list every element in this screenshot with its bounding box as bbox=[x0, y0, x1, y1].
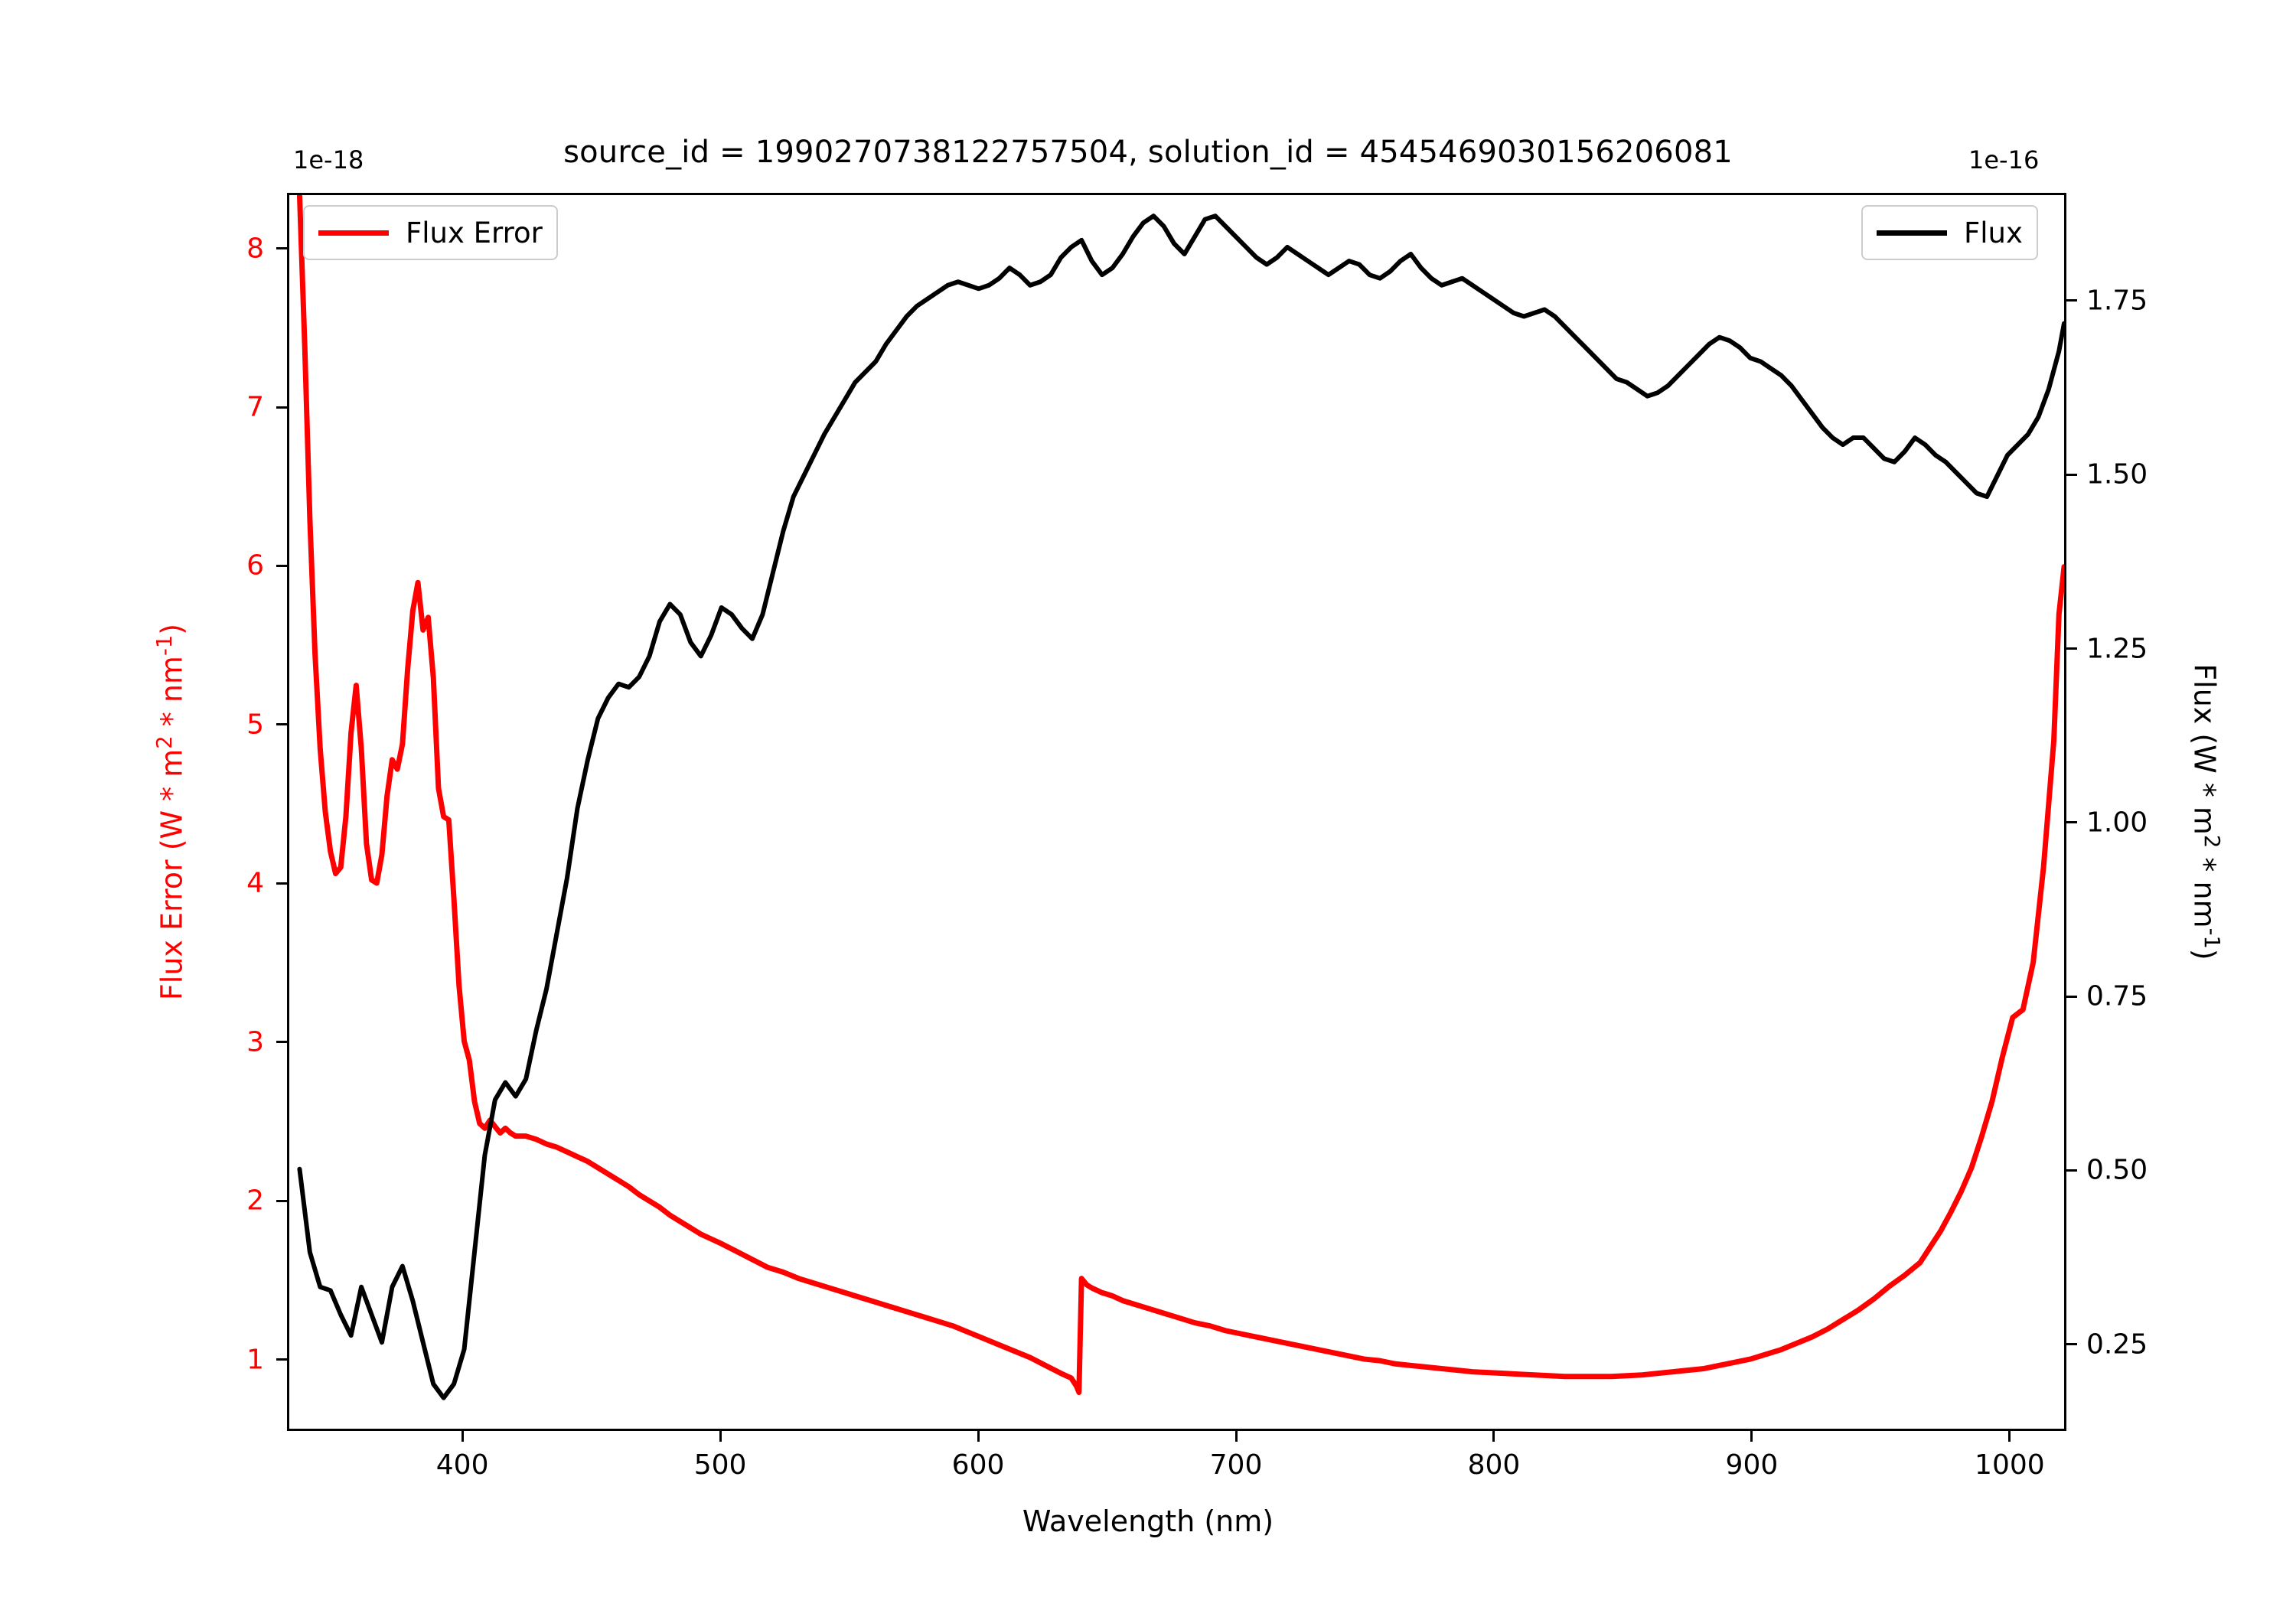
right-axis-offset-label: 1e-16 bbox=[1968, 145, 2040, 174]
plot-area bbox=[287, 193, 2066, 1431]
left-y-tick-mark bbox=[276, 1041, 287, 1044]
left-y-axis-label-prefix: Flux Error (W * m bbox=[155, 748, 189, 1001]
right-y-tick-mark bbox=[2066, 1169, 2077, 1172]
left-y-axis-label-sup1: 2 bbox=[153, 735, 177, 749]
right-y-tick-label: 1.75 bbox=[2086, 285, 2148, 317]
x-tick-label: 800 bbox=[1467, 1449, 1521, 1481]
legend-label-flux: Flux bbox=[1964, 216, 2023, 249]
x-axis-label: Wavelength (nm) bbox=[1022, 1504, 1274, 1538]
left-y-tick-mark bbox=[276, 564, 287, 567]
right-y-tick-mark bbox=[2066, 821, 2077, 824]
right-y-tick-mark bbox=[2066, 299, 2077, 302]
left-y-tick-label: 3 bbox=[246, 1026, 264, 1058]
x-tick-mark bbox=[719, 1431, 722, 1442]
right-y-tick-label: 1.25 bbox=[2086, 633, 2148, 665]
x-tick-label: 1000 bbox=[1975, 1449, 2045, 1481]
left-y-axis-label-mid: * nm bbox=[155, 656, 189, 736]
series-line-flux-error bbox=[299, 195, 2064, 1392]
right-y-tick-label: 0.25 bbox=[2086, 1328, 2148, 1361]
right-y-axis-label-sup2: -1 bbox=[2200, 927, 2223, 949]
x-tick-mark bbox=[1750, 1431, 1753, 1442]
x-tick-mark bbox=[2008, 1431, 2011, 1442]
right-y-axis-label-suffix: ) bbox=[2187, 948, 2222, 960]
right-y-tick-mark bbox=[2066, 473, 2077, 476]
x-tick-label: 500 bbox=[693, 1449, 747, 1481]
left-y-tick-label: 8 bbox=[246, 233, 264, 265]
left-y-tick-label: 4 bbox=[246, 867, 264, 899]
right-y-tick-label: 1.50 bbox=[2086, 458, 2148, 491]
x-tick-mark bbox=[977, 1431, 980, 1442]
left-y-tick-label: 6 bbox=[246, 549, 264, 582]
left-y-axis-label-suffix: ) bbox=[155, 623, 189, 635]
legend-label-flux-error: Flux Error bbox=[406, 216, 543, 249]
right-y-tick-mark bbox=[2066, 995, 2077, 998]
left-y-axis-label-sup2: -1 bbox=[153, 634, 177, 657]
right-y-tick-label: 0.75 bbox=[2086, 980, 2148, 1012]
right-y-tick-mark bbox=[2066, 1343, 2077, 1346]
right-y-axis-label-sup1: 2 bbox=[2200, 834, 2223, 849]
legend-line-swatch-flux-error bbox=[318, 230, 389, 236]
x-tick-mark bbox=[1492, 1431, 1495, 1442]
right-y-tick-label: 0.50 bbox=[2086, 1154, 2148, 1186]
left-y-tick-mark bbox=[276, 247, 287, 250]
x-tick-label: 400 bbox=[435, 1449, 489, 1481]
legend-line-swatch-flux bbox=[1877, 230, 1947, 236]
left-y-tick-mark bbox=[276, 723, 287, 726]
right-y-axis-label-mid: * nm bbox=[2187, 848, 2222, 928]
x-tick-mark bbox=[461, 1431, 464, 1442]
left-axis-offset-label: 1e-18 bbox=[293, 145, 364, 174]
left-y-tick-mark bbox=[276, 406, 287, 409]
right-y-axis-label: Flux (W * m2 * nm-1) bbox=[2187, 193, 2223, 1431]
x-tick-label: 700 bbox=[1209, 1449, 1263, 1481]
legend-flux-error[interactable]: Flux Error bbox=[303, 205, 558, 260]
left-y-tick-label: 7 bbox=[246, 391, 264, 423]
left-y-tick-label: 1 bbox=[246, 1344, 264, 1376]
plot-svg bbox=[289, 195, 2064, 1429]
right-y-tick-label: 1.00 bbox=[2086, 807, 2148, 839]
page-title: source_id = 1990270738122757504, solutio… bbox=[563, 135, 1733, 170]
left-y-tick-mark bbox=[276, 882, 287, 885]
right-y-tick-mark bbox=[2066, 647, 2077, 650]
left-y-axis-label: Flux Error (W * m2 * nm-1) bbox=[153, 193, 189, 1431]
x-tick-mark bbox=[1234, 1431, 1238, 1442]
left-y-tick-mark bbox=[276, 1199, 287, 1202]
left-y-tick-label: 2 bbox=[246, 1185, 264, 1217]
x-tick-label: 900 bbox=[1725, 1449, 1779, 1481]
right-y-axis-label-prefix: Flux (W * m bbox=[2187, 663, 2222, 835]
series-line-flux bbox=[299, 216, 2064, 1398]
left-y-tick-label: 5 bbox=[246, 709, 264, 741]
legend-flux[interactable]: Flux bbox=[1861, 205, 2038, 260]
x-tick-label: 600 bbox=[951, 1449, 1005, 1481]
left-y-tick-mark bbox=[276, 1358, 287, 1361]
